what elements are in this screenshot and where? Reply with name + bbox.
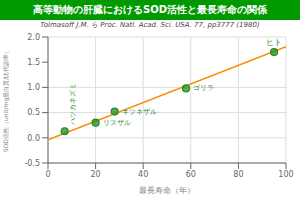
svg-text:-0.5: -0.5 bbox=[24, 159, 40, 168]
svg-text:100: 100 bbox=[278, 170, 292, 179]
svg-text:最長寿命（年）: 最長寿命（年） bbox=[139, 186, 195, 195]
svg-text:ゴリラ: ゴリラ bbox=[193, 84, 214, 92]
svg-text:SOD活性（unit/mg蛋白質/比代謝率）: SOD活性（unit/mg蛋白質/比代謝率） bbox=[8, 48, 10, 152]
svg-text:60: 60 bbox=[186, 170, 196, 179]
html-text:Tolmasoff J.M. ら Proc. Natl. A: Tolmasoff J.M. ら Proc. Natl. Acad. Sci. … bbox=[40, 21, 260, 29]
svg-text:40: 40 bbox=[138, 170, 148, 179]
svg-text:0.0: 0.0 bbox=[27, 134, 40, 143]
svg-text:1.0: 1.0 bbox=[27, 83, 40, 92]
svg-text:1.5: 1.5 bbox=[27, 58, 40, 67]
svg-text:ヒト: ヒト bbox=[266, 38, 282, 47]
svg-text:80: 80 bbox=[233, 170, 243, 179]
svg-text:20: 20 bbox=[91, 170, 101, 179]
svg-text:2.0: 2.0 bbox=[27, 33, 40, 42]
svg-text:ハツカネズミ: ハツカネズミ bbox=[69, 83, 77, 126]
html-text:高等動物の肝臓におけるSOD活性と最長寿命の関係: 高等動物の肝臓におけるSOD活性と最長寿命の関係 bbox=[33, 4, 267, 15]
svg-text:0.5: 0.5 bbox=[27, 108, 40, 117]
svg-text:リスザル: リスザル bbox=[103, 119, 131, 127]
svg-text:キツネザル: キツネザル bbox=[122, 108, 157, 116]
svg-text:0: 0 bbox=[45, 170, 50, 179]
